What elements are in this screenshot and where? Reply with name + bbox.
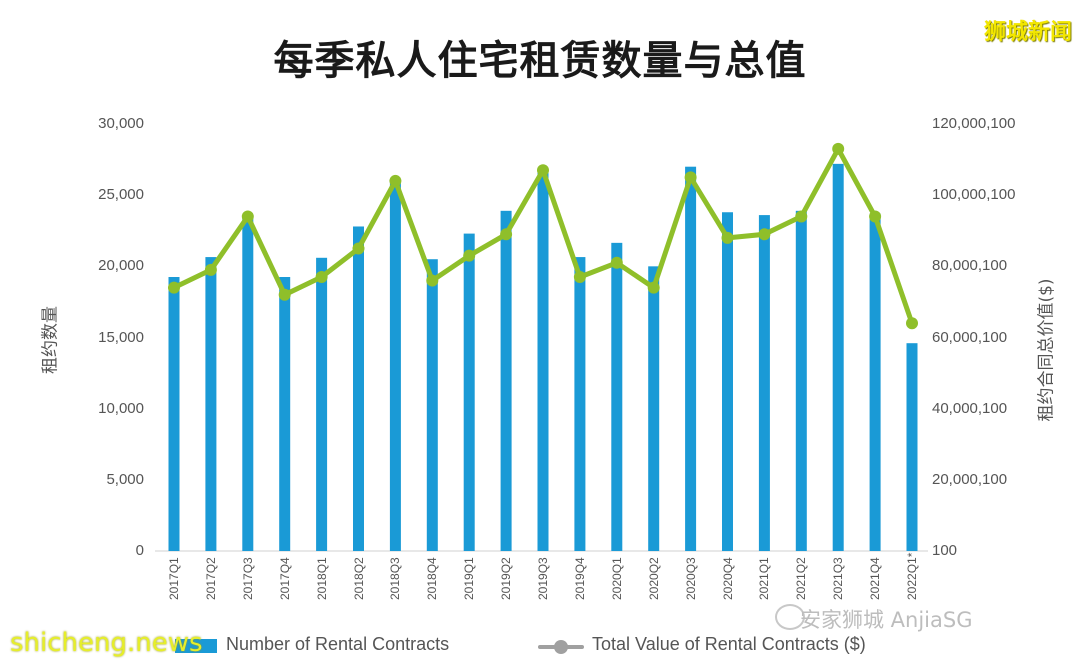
legend-line-marker (554, 640, 568, 654)
left-tick: 15,000 (98, 328, 144, 346)
x-tick: 2017Q3 (240, 557, 255, 600)
line-marker (168, 281, 180, 294)
bar (316, 257, 328, 551)
wechat-icon (775, 604, 805, 630)
x-tick: 2020Q3 (683, 557, 698, 600)
x-tick: 2018Q1 (314, 557, 329, 600)
right-tick: 60,000,100 (932, 328, 1008, 346)
bar (648, 266, 660, 551)
legend-bars-label: Number of Rental Contracts (226, 634, 450, 654)
x-tick: 2021Q3 (831, 557, 846, 600)
bar (869, 213, 881, 552)
line-marker (758, 228, 771, 241)
left-tick: 10,000 (98, 399, 144, 417)
line-marker (795, 210, 808, 223)
bar (353, 226, 364, 552)
right-tick: 100 (932, 542, 958, 559)
left-tick: 20,000 (98, 257, 144, 275)
bar (611, 242, 623, 551)
legend-line-label: Total Value of Rental Contracts ($) (592, 634, 866, 654)
line-marker (537, 164, 549, 177)
bar (500, 210, 512, 551)
x-tick: 2020Q1 (609, 557, 624, 600)
x-tick: 2019Q3 (536, 557, 550, 600)
left-tick: 5,000 (106, 470, 144, 488)
right-tick: 20,000,100 (932, 470, 1008, 488)
line-marker (684, 171, 697, 184)
line-marker (389, 174, 402, 187)
line-marker (426, 274, 439, 287)
legend-bar-swatch (175, 639, 217, 653)
x-tick: 2019Q4 (572, 557, 587, 600)
x-tick: 2022Q1* (905, 552, 919, 600)
line-marker (906, 317, 918, 330)
brand-logo: 狮城新闻 (983, 20, 1072, 45)
watermark-anjiasg: 安家狮城 AnjiaSG (800, 608, 973, 632)
chart-title: 每季私人住宅租赁数量与总值 (273, 38, 807, 84)
right-tick: 120,000,100 (932, 115, 1016, 132)
left-tick: 0 (135, 542, 144, 559)
line-marker (204, 263, 217, 276)
right-tick: 40,000,100 (932, 399, 1008, 417)
x-tick: 2021Q2 (794, 557, 809, 600)
bar (426, 259, 438, 551)
line-marker (832, 142, 845, 155)
line-marker (463, 249, 476, 262)
x-tick: 2021Q4 (868, 557, 883, 600)
left-tick: 25,000 (98, 186, 144, 204)
bar (463, 233, 475, 551)
x-tick: 2017Q4 (277, 557, 292, 600)
left-tick: 30,000 (98, 115, 144, 132)
bar (242, 217, 254, 551)
right-tick: 100,000,100 (932, 186, 1016, 204)
watermark-shicheng: shicheng.news (10, 628, 203, 658)
line-marker (721, 231, 734, 244)
bar (758, 215, 770, 552)
line-marker (610, 256, 623, 269)
bar (537, 172, 549, 552)
bar (795, 210, 807, 551)
bar (906, 343, 918, 551)
line-marker (315, 271, 328, 284)
line-marker (647, 281, 660, 294)
line-marker (869, 210, 882, 223)
x-tick: 2019Q2 (499, 557, 514, 600)
line-marker (278, 288, 291, 301)
bar (205, 257, 217, 551)
line-marker (352, 242, 365, 255)
bar (389, 183, 401, 551)
x-tick: 2019Q1 (462, 557, 477, 600)
x-tick: 2020Q2 (646, 557, 661, 600)
line-marker (241, 210, 254, 223)
line-marker (573, 271, 586, 284)
right-tick: 80,000,100 (932, 257, 1008, 275)
x-tick: 2018Q2 (351, 557, 366, 600)
bar (168, 277, 180, 551)
bar (279, 277, 291, 551)
x-tick: 2018Q4 (425, 557, 440, 600)
bar (722, 212, 733, 551)
bar (574, 257, 586, 551)
bar (685, 166, 697, 551)
x-tick: 2020Q4 (720, 557, 735, 600)
bar (832, 163, 844, 551)
x-tick: 2018Q3 (388, 557, 403, 600)
x-tick: 2017Q2 (203, 557, 218, 600)
x-tick: 2021Q1 (757, 557, 772, 600)
line-marker (500, 228, 513, 241)
x-tick: 2017Q1 (167, 557, 181, 600)
